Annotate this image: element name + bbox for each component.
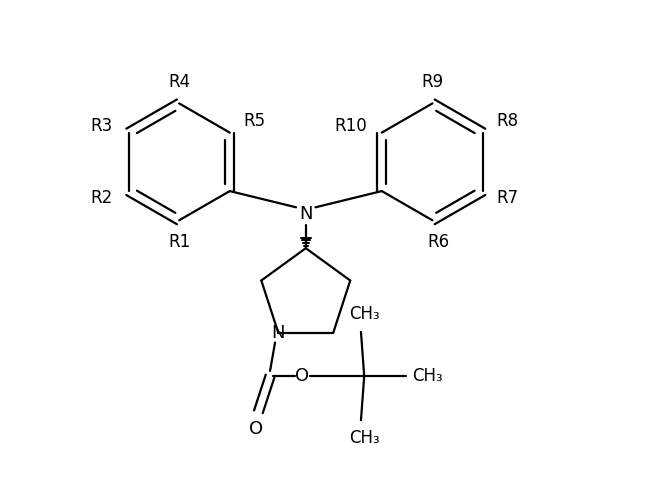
Text: R2: R2 [90, 189, 112, 207]
Text: R5: R5 [243, 112, 265, 130]
Text: CH₃: CH₃ [349, 305, 380, 323]
Text: R9: R9 [421, 73, 443, 91]
Text: R7: R7 [497, 189, 519, 207]
Text: R10: R10 [334, 117, 367, 135]
Text: R3: R3 [90, 117, 112, 135]
Text: O: O [296, 367, 309, 385]
Text: N: N [299, 205, 313, 223]
Text: R4: R4 [168, 73, 191, 91]
Text: R8: R8 [497, 112, 519, 130]
Text: O: O [250, 420, 263, 438]
Text: R6: R6 [428, 233, 450, 250]
Text: CH₃: CH₃ [349, 429, 380, 447]
Text: N: N [271, 324, 285, 342]
Text: R1: R1 [168, 233, 191, 250]
Text: CH₃: CH₃ [413, 367, 443, 385]
